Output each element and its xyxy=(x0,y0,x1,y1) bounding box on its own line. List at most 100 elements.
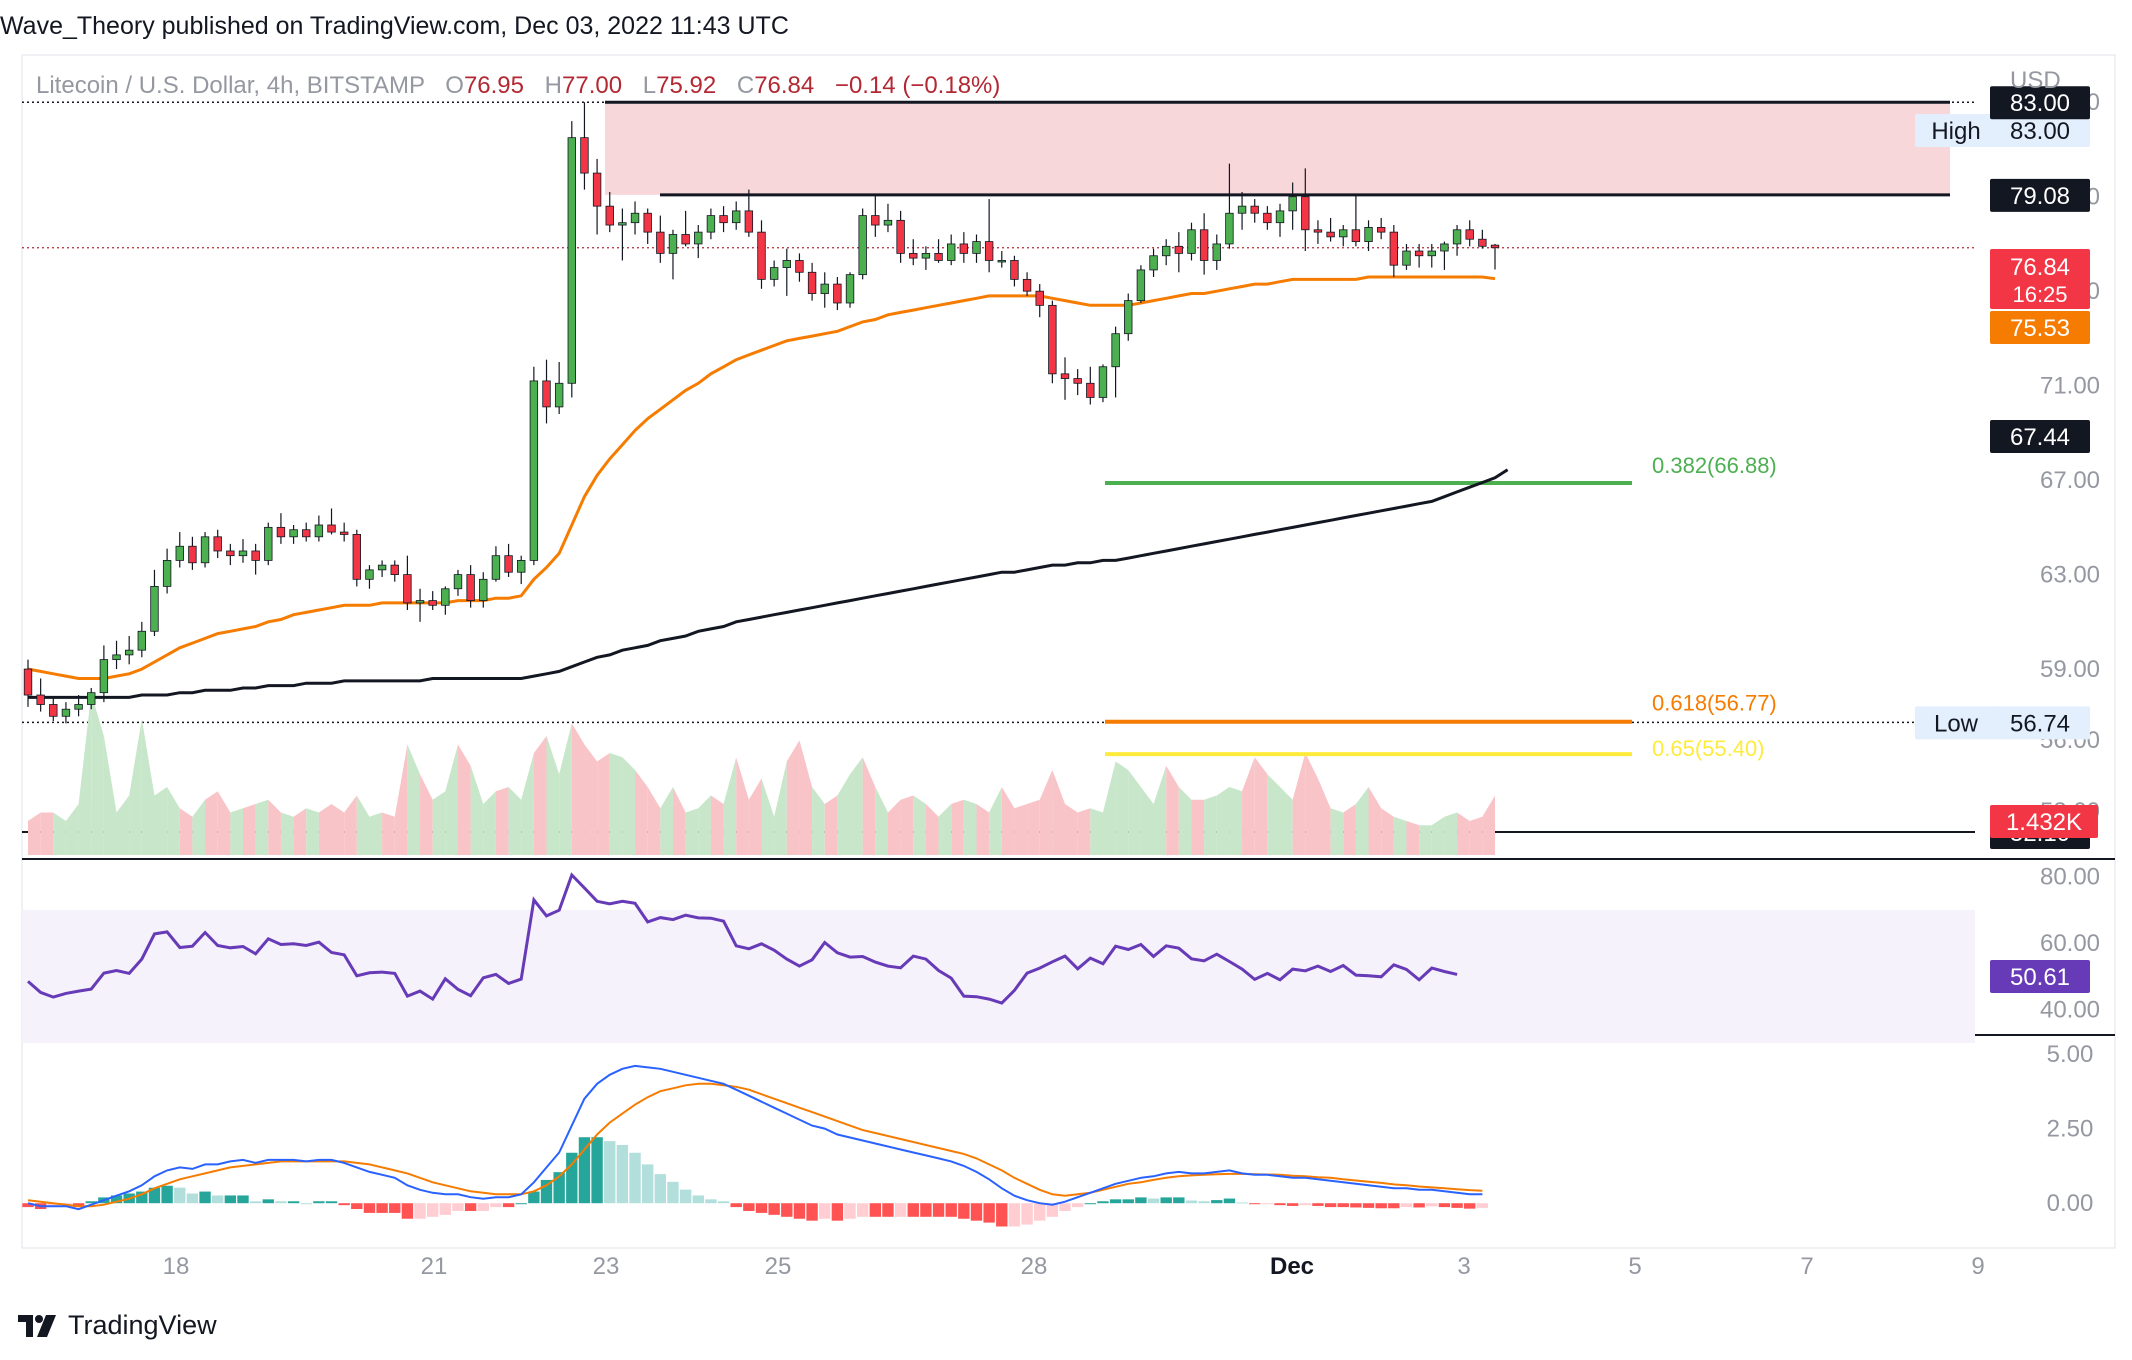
candle xyxy=(719,206,728,233)
volume-bar xyxy=(394,744,408,855)
candle xyxy=(49,697,58,722)
time-axis-tick: 9 xyxy=(1971,1253,1984,1280)
volume-bar xyxy=(736,757,749,855)
publish-line: Wave_Theory published on TradingView.com… xyxy=(0,12,789,40)
low-value-tag-bg xyxy=(1990,706,2090,740)
candle-body xyxy=(896,219,905,254)
macd-histogram-bar xyxy=(667,1181,679,1204)
macd-histogram-bar xyxy=(85,1201,97,1204)
pane-borders xyxy=(21,54,2116,1249)
candle-body xyxy=(921,252,931,259)
candle-body xyxy=(820,283,829,294)
macd-histogram-bar xyxy=(970,1203,983,1221)
candle-body xyxy=(188,545,197,564)
candle-body xyxy=(947,243,956,261)
macd-histogram-bar xyxy=(616,1144,629,1204)
candle-body xyxy=(1124,300,1133,335)
candle xyxy=(845,272,855,308)
volume-bar xyxy=(230,808,243,855)
candle-body xyxy=(1376,227,1386,233)
volume-bars xyxy=(28,693,1495,855)
candle-body xyxy=(1237,205,1247,214)
candle xyxy=(1199,213,1209,275)
candle xyxy=(1339,225,1348,247)
candle-body xyxy=(390,564,399,575)
candle xyxy=(833,277,842,311)
volume-bar xyxy=(382,812,395,855)
candle xyxy=(1376,217,1386,240)
macd-histogram-bar xyxy=(983,1203,995,1223)
volume-bar xyxy=(1216,787,1230,855)
volume-bar xyxy=(1431,816,1445,855)
candle-body xyxy=(845,274,855,304)
volume-bar xyxy=(1242,757,1255,855)
macd-histogram-bar xyxy=(1122,1199,1134,1204)
volume-bar xyxy=(1039,770,1053,855)
volume-bar xyxy=(508,787,522,855)
macd-histogram-bar xyxy=(894,1203,907,1217)
last-price-tag: 76.84 xyxy=(2010,254,2070,281)
candle-body xyxy=(213,536,222,552)
volume-bar xyxy=(989,787,1002,855)
volume-bar xyxy=(1128,770,1141,855)
candle xyxy=(1402,243,1411,270)
volume-bar xyxy=(837,774,851,855)
candle xyxy=(428,591,437,611)
volume-bar xyxy=(1204,795,1217,855)
candle-body xyxy=(1389,231,1399,266)
candle xyxy=(883,203,893,233)
candle-body xyxy=(1073,378,1082,384)
rsi-axis-tick: 40.00 xyxy=(2040,997,2100,1024)
chart-frame xyxy=(21,54,2116,1249)
macd-histogram-bar xyxy=(1388,1203,1400,1209)
candle xyxy=(769,260,779,287)
volume-bar xyxy=(1153,765,1167,855)
volume-bar xyxy=(584,744,598,855)
candle xyxy=(1187,222,1196,261)
volume-bar xyxy=(748,778,762,855)
volume-bar xyxy=(1191,799,1205,855)
volume-bar xyxy=(609,753,623,855)
macd-histogram-bar xyxy=(426,1203,439,1217)
candle-body xyxy=(782,260,791,268)
candle xyxy=(1389,225,1399,278)
volume-bar xyxy=(1305,753,1318,855)
volume-bar xyxy=(1140,787,1154,855)
candle xyxy=(1288,182,1297,230)
candle xyxy=(1427,243,1436,268)
volume-bar xyxy=(28,812,41,855)
volume-bar xyxy=(824,795,838,855)
macd-histogram-bar xyxy=(806,1203,818,1221)
candle xyxy=(934,239,943,263)
candle xyxy=(1440,241,1449,270)
candle-body xyxy=(984,241,994,261)
macd-histogram-bar xyxy=(1438,1203,1451,1208)
macd-histogram-bar xyxy=(414,1203,426,1219)
tradingview-logo[interactable]: TradingView xyxy=(18,1310,217,1341)
volume-bar xyxy=(1166,765,1179,855)
candle-body xyxy=(1111,333,1120,368)
macd-histogram-bar xyxy=(439,1203,452,1215)
candle xyxy=(175,532,184,568)
candle-body xyxy=(1364,227,1373,242)
volume-bar xyxy=(799,740,813,855)
candle xyxy=(112,640,121,670)
legend: Litecoin / U.S. Dollar, 4h, BITSTAMP O76… xyxy=(36,72,1000,99)
candle xyxy=(23,659,33,707)
high-value-tag: 83.00 xyxy=(2010,118,2070,145)
volume-bar xyxy=(1229,787,1243,855)
volume-bar xyxy=(268,799,281,855)
high-value-tag-bg xyxy=(1990,114,2090,147)
macd-histogram-bar xyxy=(705,1199,717,1204)
candle-body xyxy=(1402,250,1411,266)
time-axis-tick: Dec xyxy=(1270,1253,1314,1280)
candle xyxy=(997,251,1006,268)
volume-bar xyxy=(622,757,636,855)
macd-histogram-bar xyxy=(212,1195,224,1204)
volume-bar xyxy=(457,744,471,855)
volume-bar xyxy=(205,791,218,855)
volume-bar xyxy=(1292,753,1306,855)
volume-bar xyxy=(1065,804,1078,855)
candle-body xyxy=(1187,229,1196,254)
